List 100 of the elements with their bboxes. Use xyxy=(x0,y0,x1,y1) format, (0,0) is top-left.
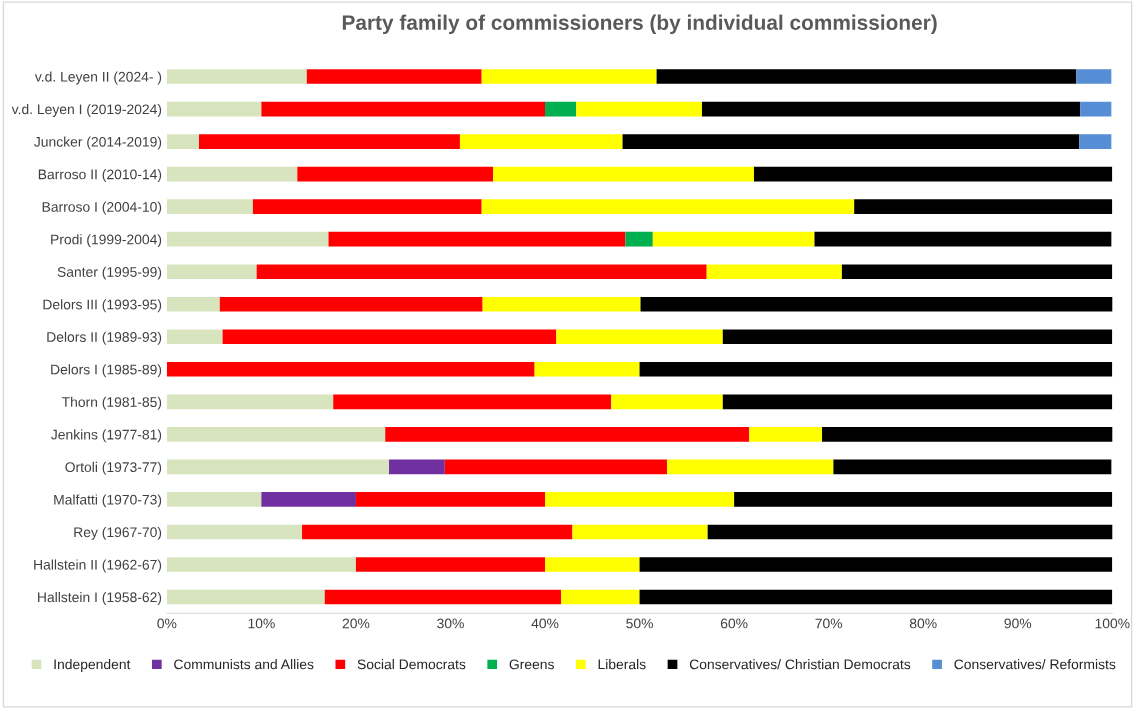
bar xyxy=(666,459,834,475)
bar xyxy=(482,296,641,312)
x-tick-label: 90% xyxy=(1004,618,1032,629)
x-tick-label: 100% xyxy=(1095,618,1130,629)
bar xyxy=(611,394,723,410)
bar xyxy=(706,264,842,280)
bar xyxy=(459,134,623,149)
bar xyxy=(576,101,702,117)
x-tick-label: 30% xyxy=(437,618,464,629)
y-tick-label: Barroso II (2010-14) xyxy=(38,169,162,183)
bar xyxy=(701,101,1081,117)
bar xyxy=(639,557,1113,572)
bar xyxy=(306,69,482,84)
bar xyxy=(166,296,220,312)
y-tick-label: Juncker (2014-2019) xyxy=(34,136,162,150)
bar xyxy=(854,199,1113,214)
legend-label: Communists and Allies xyxy=(174,659,314,670)
bar xyxy=(385,427,750,442)
legend-label: Conservatives/ Christian Democrats xyxy=(689,659,911,670)
bar xyxy=(328,231,626,247)
bar xyxy=(166,329,223,345)
bar xyxy=(814,231,1112,247)
bar xyxy=(707,524,1113,540)
x-tick-label: 50% xyxy=(626,618,653,629)
bar xyxy=(493,166,754,182)
legend-label: Conservatives/ Reformists xyxy=(954,659,1116,670)
bar xyxy=(722,394,1113,410)
bar xyxy=(481,69,657,84)
bar xyxy=(166,427,386,442)
y-tick-label: Delors I (1985-89) xyxy=(51,364,162,378)
bar xyxy=(324,589,562,605)
bar xyxy=(545,557,640,572)
x-tick-label: 20% xyxy=(342,618,370,629)
y-tick-label: v.d. Leyen II (2024- ) xyxy=(34,71,162,85)
y-tick-label: Delors II (1989-93) xyxy=(47,331,162,345)
bar xyxy=(166,492,262,507)
bar xyxy=(556,329,723,345)
bar xyxy=(355,557,546,572)
bar xyxy=(722,329,1113,345)
bar xyxy=(297,166,494,182)
bar xyxy=(166,361,535,377)
y-tick-label: Hallstein II (1962-67) xyxy=(34,559,162,573)
bar xyxy=(749,427,823,442)
bar xyxy=(166,101,262,117)
x-tick-label: 70% xyxy=(815,618,843,629)
y-tick-label: Barroso I (2004-10) xyxy=(42,201,162,215)
bar xyxy=(444,459,667,475)
bar xyxy=(639,589,1113,605)
bar xyxy=(833,459,1112,475)
bar xyxy=(534,361,640,377)
bar xyxy=(166,394,334,410)
bar xyxy=(1080,101,1112,117)
bar xyxy=(333,394,612,410)
bar xyxy=(734,492,1113,507)
bar xyxy=(166,134,199,149)
bar xyxy=(261,492,356,507)
y-tick-label: Malfatti (1970-73) xyxy=(54,494,162,508)
bar xyxy=(753,166,1113,182)
x-tick-label: 40% xyxy=(531,618,559,629)
bar xyxy=(256,264,707,280)
y-tick-label: Hallstein I (1958-62) xyxy=(38,591,162,605)
bar xyxy=(252,199,482,214)
y-tick-label: Prodi (1999-2004) xyxy=(51,234,162,248)
legend-label: Greens xyxy=(509,659,554,670)
bar xyxy=(261,101,546,117)
bar xyxy=(572,524,708,540)
bar xyxy=(545,101,577,117)
legend-label: Social Democrats xyxy=(357,659,466,670)
x-tick-label: 10% xyxy=(248,618,275,629)
y-tick-label: Thorn (1981-85) xyxy=(61,396,162,410)
bar xyxy=(166,264,257,280)
x-tick-label: 0% xyxy=(157,618,177,629)
bar xyxy=(219,296,483,312)
bar xyxy=(561,589,640,605)
bar xyxy=(822,427,1113,442)
bar xyxy=(656,69,1077,84)
bar xyxy=(640,296,1113,312)
y-tick-label: Delors III (1993-95) xyxy=(43,299,162,313)
bar xyxy=(652,231,815,247)
y-tick-label: v.d. Leyen I (2019-2024) xyxy=(11,104,162,117)
bar xyxy=(389,459,445,475)
bar xyxy=(166,589,325,605)
x-tick-label: 60% xyxy=(720,618,748,629)
bar xyxy=(1079,134,1112,149)
bar xyxy=(222,329,557,345)
chart-title: Party family of commissioners (by individual commissioner) xyxy=(342,14,937,35)
bar xyxy=(198,134,460,149)
bar xyxy=(625,231,653,247)
y-tick-label: Jenkins (1977-81) xyxy=(51,429,162,443)
bar xyxy=(166,69,307,84)
bar xyxy=(622,134,1080,149)
bar xyxy=(166,231,329,247)
y-tick-label: Santer (1995-99) xyxy=(57,266,162,280)
bar xyxy=(481,199,855,214)
bar xyxy=(639,361,1113,377)
bar xyxy=(841,264,1113,280)
bar xyxy=(1076,69,1112,84)
x-tick-label: 80% xyxy=(909,618,937,629)
bar xyxy=(355,492,546,507)
y-tick-label: Rey (1967-70) xyxy=(74,526,162,540)
